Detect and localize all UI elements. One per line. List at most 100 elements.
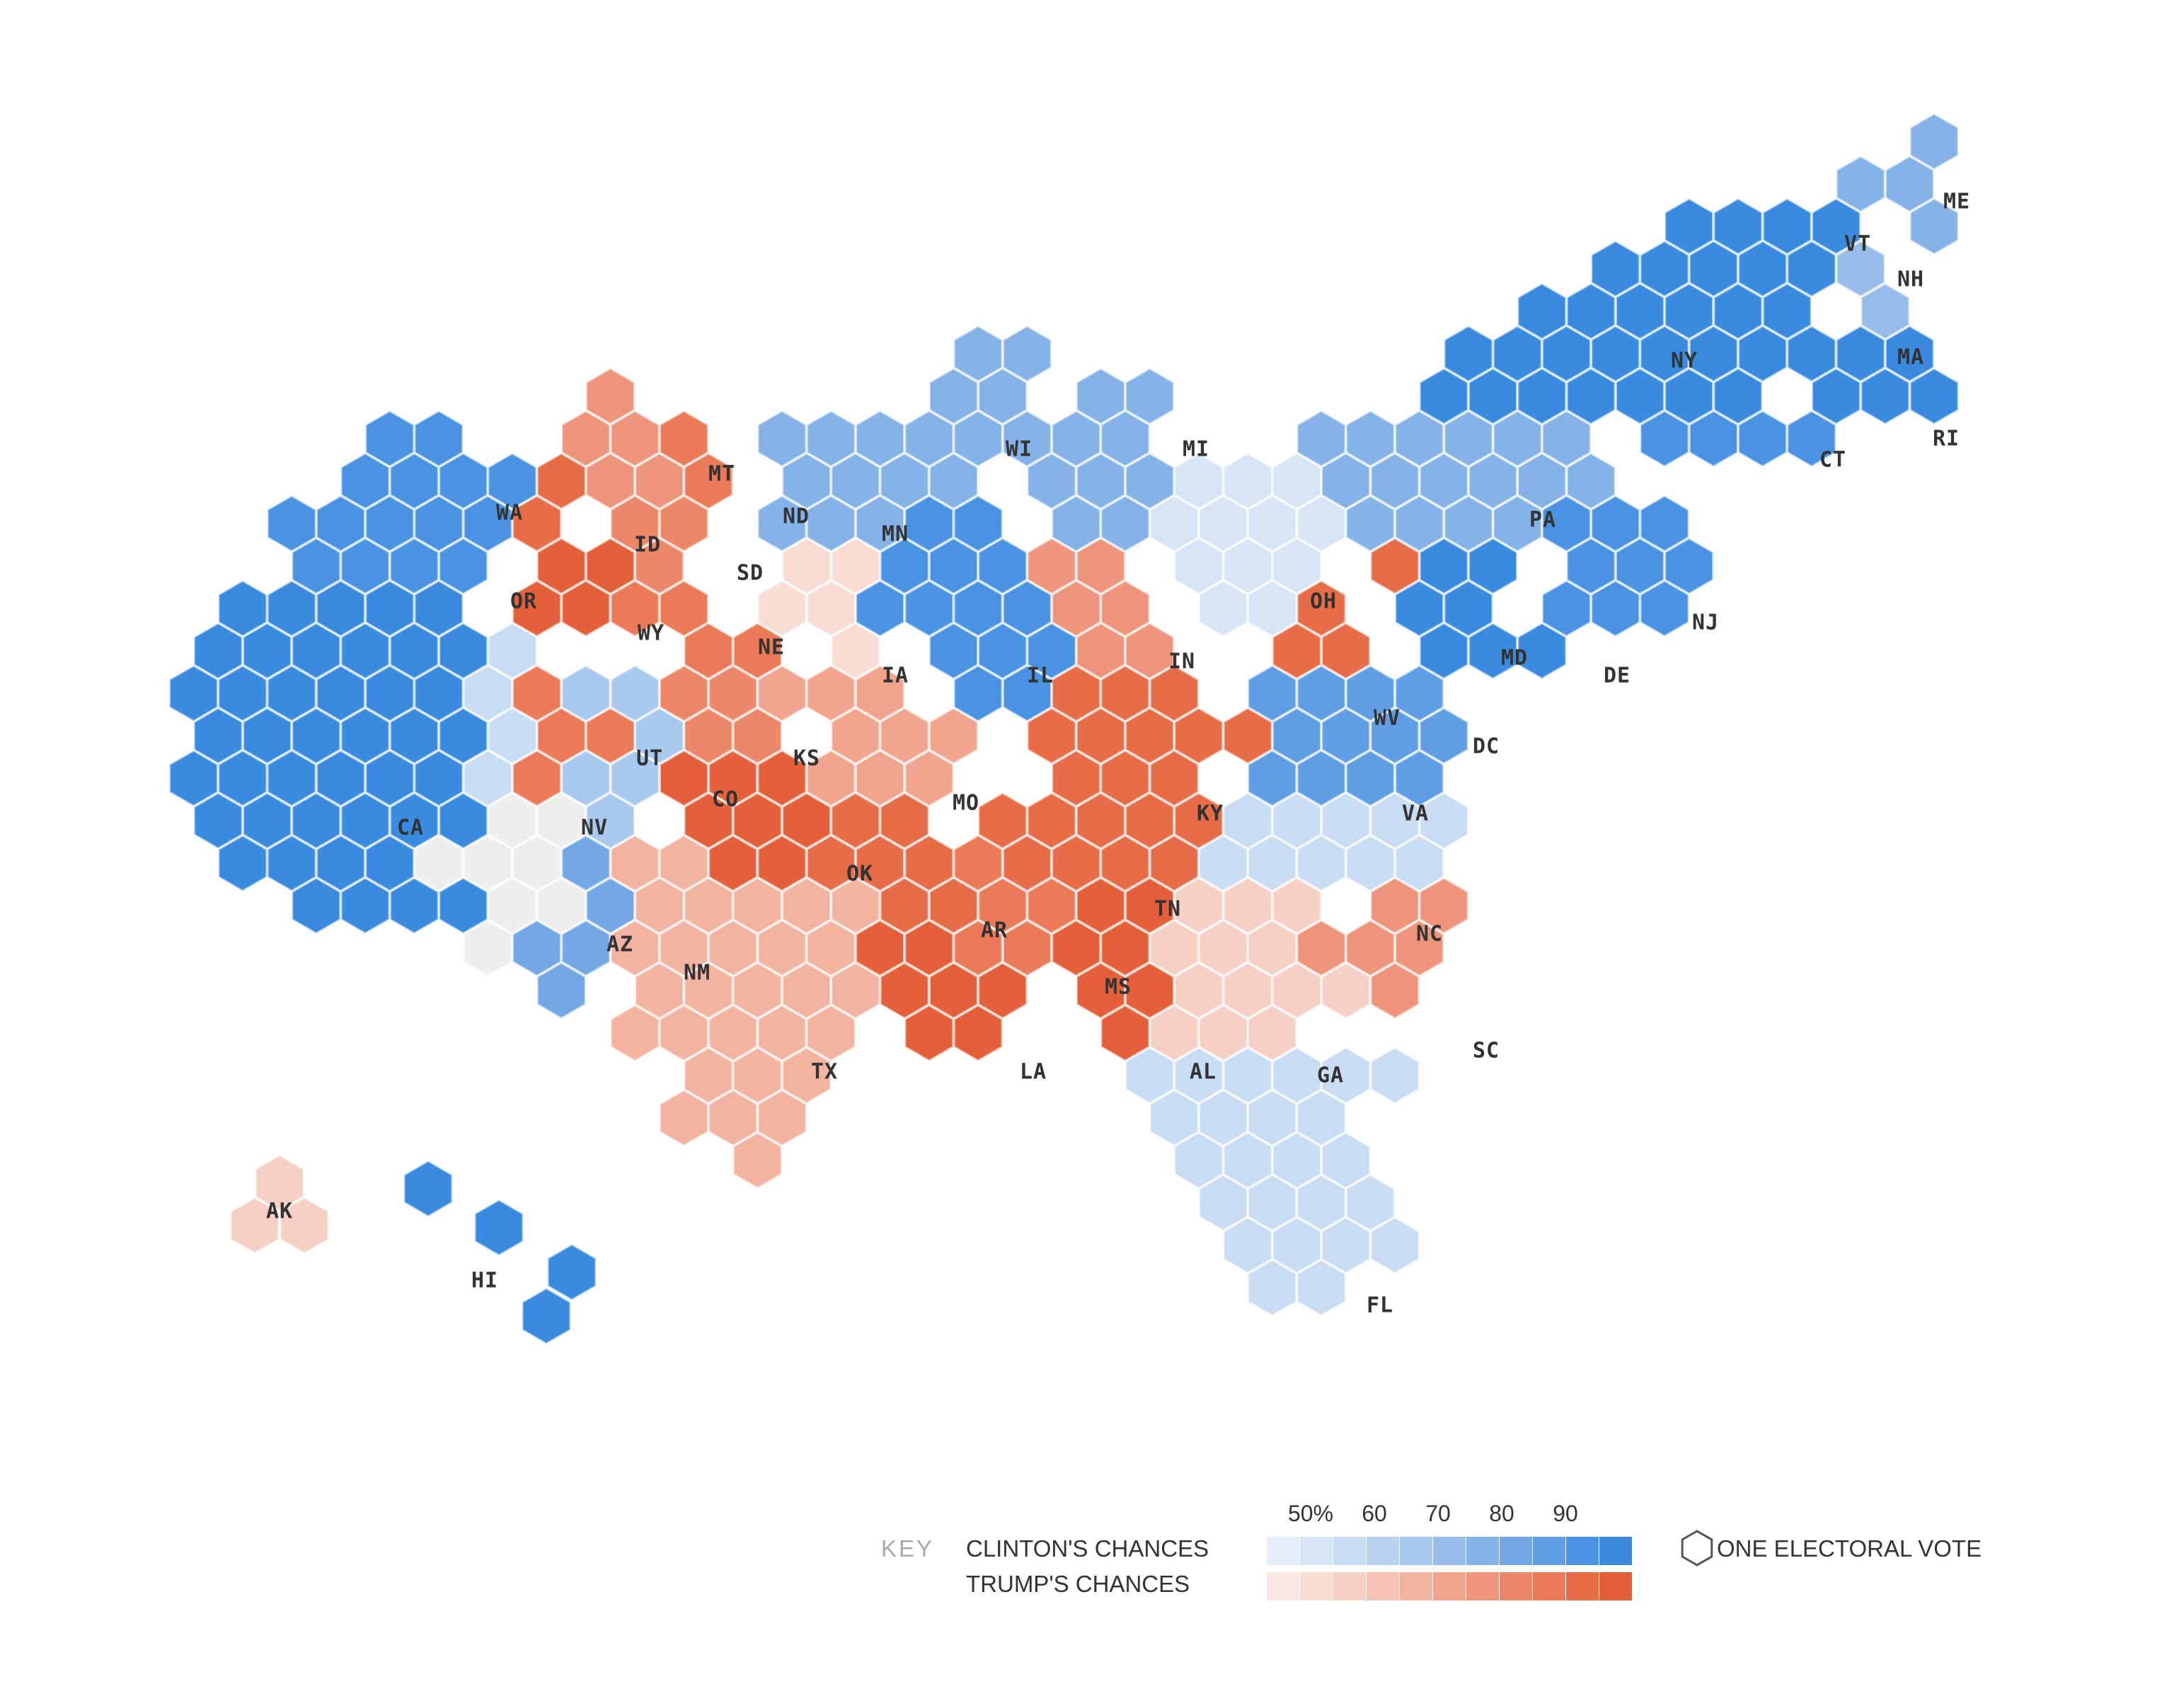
state-me — [1835, 112, 1960, 255]
electoral-vote-hex — [536, 962, 587, 1020]
legend-tick-label: 80 — [1489, 1501, 1514, 1526]
state-label-or: OR — [510, 589, 537, 614]
state-nv — [462, 622, 538, 807]
legend-swatch-trump — [1599, 1572, 1632, 1600]
legend-tick-label: 90 — [1553, 1501, 1578, 1526]
state-label-wy: WY — [638, 621, 665, 646]
state-ma — [1737, 325, 1960, 425]
state-ne — [609, 579, 783, 680]
legend-swatch-trump — [1466, 1572, 1499, 1600]
state-mo — [757, 664, 979, 807]
state-al — [1051, 877, 1175, 1062]
electoral-vote-hex — [512, 749, 562, 807]
electoral-vote-hex — [521, 1287, 572, 1345]
legend-ticks: 50% 60 70 80 90 — [1288, 1501, 1578, 1526]
state-label-pa: PA — [1529, 508, 1556, 533]
state-ms — [953, 834, 1077, 977]
state-label-ok: OK — [846, 862, 873, 887]
electoral-vote-hex — [1369, 962, 1420, 1020]
state-label-tx: TX — [811, 1060, 838, 1085]
state-in — [1026, 537, 1175, 680]
electoral-vote-hex — [229, 1196, 280, 1254]
electoral-vote-hex — [585, 707, 635, 765]
state-label-nh: NH — [1897, 267, 1924, 292]
state-ny — [1418, 197, 1812, 425]
electoral-vote-hex — [279, 1196, 330, 1254]
legend-swatch-clinton — [1533, 1537, 1565, 1565]
legend-swatch-trump — [1533, 1572, 1565, 1600]
state-label-ny: NY — [1671, 349, 1698, 374]
state-label-co: CO — [712, 787, 739, 812]
state-fl — [1125, 1046, 1420, 1317]
state-label-ne: NE — [758, 635, 785, 660]
state-label-wi: WI — [1006, 437, 1033, 462]
state-nc — [1198, 792, 1469, 892]
electoral-vote-hex — [1369, 1046, 1420, 1104]
legend-swatch-clinton — [1367, 1537, 1399, 1565]
state-oh — [1149, 452, 1347, 637]
state-label-ca: CA — [397, 816, 424, 841]
legend-trump-label: TRUMP'S CHANCES — [966, 1571, 1190, 1597]
state-label-fl: FL — [1367, 1293, 1393, 1318]
legend-swatch-trump — [1500, 1572, 1532, 1600]
legend-tick-label: 50% — [1288, 1501, 1333, 1526]
state-label-ms: MS — [1105, 975, 1132, 1000]
state-label-sc: SC — [1473, 1039, 1500, 1063]
legend-swatch-clinton — [1400, 1537, 1432, 1565]
state-label-vt: VT — [1844, 232, 1871, 257]
state-ar — [805, 792, 979, 935]
electoral-vote-hex — [953, 1004, 1003, 1062]
state-mt — [560, 367, 685, 510]
hex-grid — [168, 112, 1960, 1345]
state-label-oh: OH — [1310, 589, 1337, 614]
state-wy — [512, 537, 635, 637]
state-sd — [609, 495, 709, 595]
legend-swatch-trump — [1433, 1572, 1466, 1600]
state-label-ma: MA — [1897, 345, 1924, 370]
legend-swatch-clinton — [1466, 1537, 1499, 1565]
electoral-vote-hex — [1639, 579, 1690, 637]
state-mi — [1001, 367, 1175, 553]
state-label-nc: NC — [1416, 922, 1443, 947]
state-label-dc: DC — [1473, 734, 1500, 759]
electoral-vote-hex — [1296, 1259, 1347, 1317]
state-label-ak: AK — [266, 1199, 293, 1224]
electoral-vote-hex — [1909, 197, 1960, 255]
state-label-md: MD — [1501, 646, 1528, 671]
electoral-vote-hex — [1909, 112, 1960, 171]
state-label-ky: KY — [1197, 802, 1224, 826]
state-label-wv: WV — [1374, 706, 1401, 731]
state-va — [1247, 664, 1469, 807]
state-mn — [757, 410, 930, 553]
state-ga — [1149, 877, 1371, 1062]
state-ut — [512, 664, 635, 807]
state-ct — [1639, 410, 1788, 468]
legend-title: KEY — [881, 1535, 934, 1562]
state-label-nm: NM — [684, 961, 711, 986]
state-ks — [659, 664, 783, 765]
electoral-vote-hex — [1369, 1216, 1420, 1274]
state-label-wa: WA — [496, 501, 523, 526]
state-label-ks: KS — [793, 746, 820, 771]
state-nh — [1835, 240, 1911, 340]
electoral-vote-hex — [1394, 834, 1445, 892]
state-wv — [1272, 537, 1420, 680]
electoral-vote-hex — [1909, 367, 1960, 425]
state-ak — [229, 1154, 330, 1254]
state-label-nj: NJ — [1692, 611, 1719, 635]
legend-swatch-clinton — [1500, 1537, 1532, 1565]
state-labels: WA OR CA NV AZ NM CO UT ID WY MT ND SD NE KS OK TX MN IA MO… — [266, 190, 1970, 1318]
state-label-il: IL — [1027, 664, 1054, 688]
legend-swatch-trump — [1566, 1572, 1599, 1600]
state-tx — [609, 834, 881, 1189]
electoral-vote-hex — [473, 1199, 524, 1257]
legend-one-vote-label: ONE ELECTORAL VOTE — [1717, 1535, 1982, 1562]
legend-swatch-clinton — [1333, 1537, 1366, 1565]
electoral-vote-hex — [254, 1154, 305, 1212]
state-id — [512, 452, 587, 553]
electoral-vote-hex — [1418, 622, 1469, 680]
state-label-mi: MI — [1183, 437, 1209, 462]
state-label-me: ME — [1943, 190, 1970, 214]
legend-color-scale — [1267, 1537, 1632, 1600]
